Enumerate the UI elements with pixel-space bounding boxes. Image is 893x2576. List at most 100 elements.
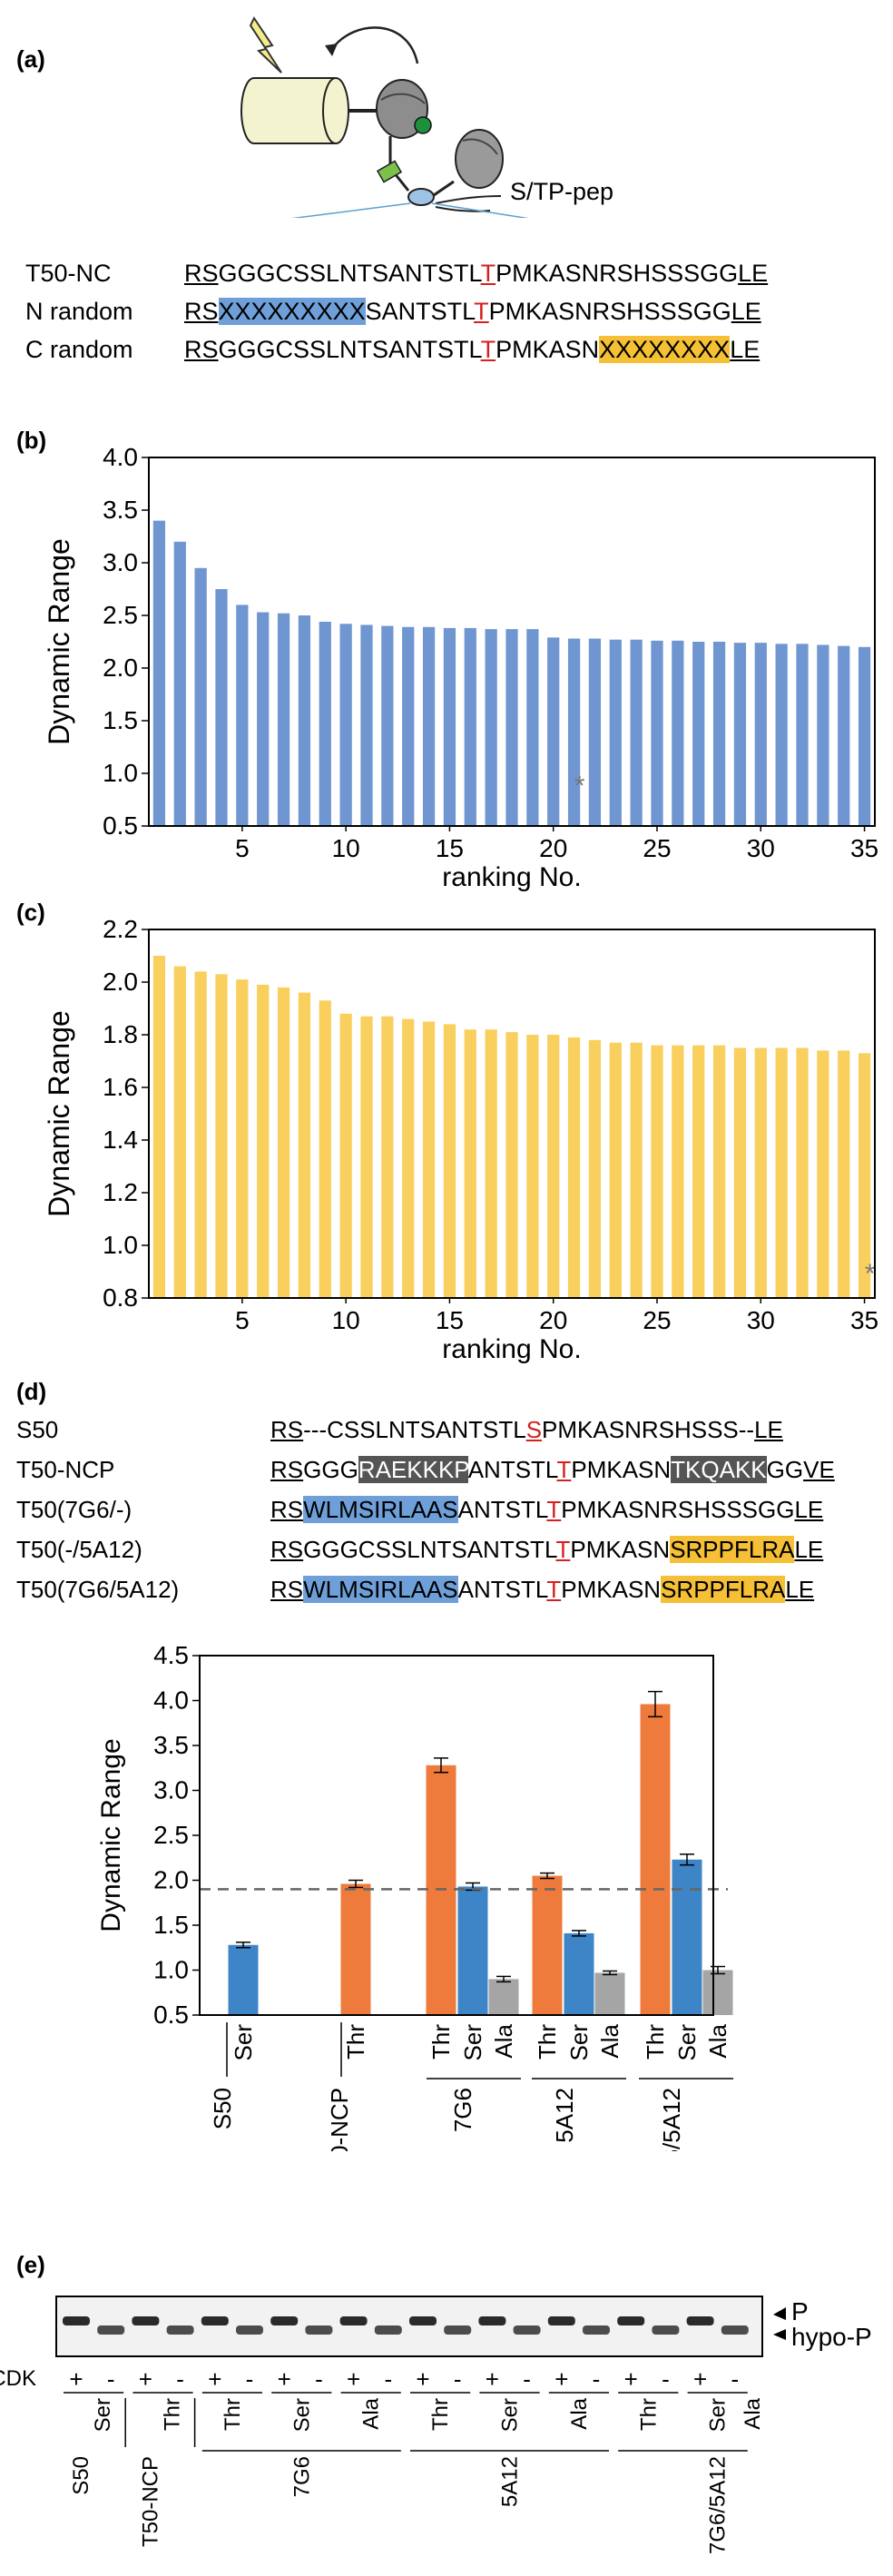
sequence-segment: WLMSIRLAAS — [303, 1576, 458, 1603]
bar — [547, 637, 560, 826]
cdk-lane-sign: + — [416, 2365, 429, 2393]
sequence-segment: PMKASN — [571, 1456, 672, 1483]
sequence-segment: PMKASNRSHSSS-- — [542, 1416, 755, 1443]
y-axis-label: Dynamic Range — [43, 1010, 75, 1217]
x-tick-label: 30 — [747, 1306, 775, 1334]
sequence-name: T50(7G6/5A12) — [16, 1576, 180, 1603]
bar — [630, 1042, 643, 1298]
plot-frame — [148, 457, 876, 827]
blot-band — [166, 2325, 194, 2335]
x-tick-label: 35 — [850, 834, 878, 862]
sequence-text: RS---CSSLNTSANTSTLSPMKASNRSHSSS--LE — [270, 1416, 783, 1444]
bar — [858, 646, 871, 826]
bar — [547, 1035, 560, 1298]
bar — [838, 1050, 850, 1298]
y-tick-label: 1.0 — [103, 1231, 138, 1259]
bar — [651, 1045, 663, 1298]
sequence-segment: TKQAKK — [671, 1456, 767, 1483]
y-tick-label: 1.0 — [103, 759, 138, 787]
x-residue-label: Ser — [459, 2024, 486, 2061]
x-tick-label: 15 — [436, 834, 464, 862]
y-tick-label: 2.5 — [153, 1821, 189, 1849]
sequence-segment: PMKASNRSHSSSGG — [561, 1496, 795, 1523]
bar — [775, 644, 788, 826]
x-tick-label: 20 — [539, 1306, 567, 1334]
panel-b-label: (b) — [16, 427, 47, 454]
blot-band — [652, 2325, 680, 2335]
blot-band — [270, 2316, 299, 2325]
bar — [567, 638, 581, 826]
sequence-name: S50 — [16, 1416, 59, 1443]
bar — [443, 1024, 456, 1298]
schematic-illustration — [240, 16, 529, 218]
sequence-name: C random — [25, 336, 133, 363]
blot-band — [132, 2316, 160, 2325]
sequence-segment: LE — [794, 1496, 824, 1523]
sequence-segment: RS — [270, 1536, 304, 1563]
bar — [532, 1875, 563, 2015]
x-group-label: 7G6/5A12 — [658, 2088, 685, 2151]
y-tick-label: 1.0 — [153, 1956, 189, 1984]
annotation-asterisk: * — [574, 772, 585, 801]
bar — [360, 624, 373, 826]
sequence-segment: ANTSTL — [467, 1456, 557, 1483]
panel-a-sequences: T50-NC RSGGGCSSLNTSANTSTLTPMKASNRSHSSSGGL… — [25, 260, 806, 378]
sequence-segment: RS — [184, 260, 219, 287]
cdk-lane-sign: + — [278, 2365, 291, 2393]
y-tick-label: 2.2 — [103, 917, 138, 943]
group-label: T50-NCP — [139, 2456, 163, 2547]
x-residue-label: Ser — [565, 2024, 593, 2061]
sequence-text: RSGGGCSSLNTSANTSTLTPMKASNRSHSSSGGLE — [184, 260, 768, 288]
bar — [858, 1053, 871, 1298]
bar — [319, 621, 331, 826]
blot-band — [201, 2316, 229, 2325]
bar — [630, 639, 643, 826]
y-axis-label: Dynamic Range — [96, 1738, 126, 1932]
panel-d-label: (d) — [16, 1378, 47, 1405]
western-blot: +-+-+-+-+-+-+-+-+-+-CDKPhypo-PSerThrThrS… — [0, 2296, 872, 2554]
sequence-name: T50(7G6/-) — [16, 1496, 132, 1523]
sequence-segment: T — [546, 1496, 562, 1523]
sequence-segment: SRPPFLRA — [661, 1576, 786, 1603]
sequence-segment: VE — [803, 1456, 835, 1483]
panel-e-label: (e) — [16, 2251, 45, 2278]
cdk-lane-sign: - — [662, 2365, 670, 2393]
cdk-lane-sign: - — [107, 2365, 115, 2393]
cdk-lane-sign: + — [624, 2365, 638, 2393]
sequence-segment: T — [480, 260, 496, 287]
bar — [817, 644, 829, 826]
y-tick-label: 1.4 — [103, 1126, 138, 1154]
residue-label: Thr — [161, 2398, 185, 2431]
bar — [173, 541, 186, 826]
cdk-label: CDK — [0, 2366, 36, 2391]
residue-label: Ala — [741, 2397, 765, 2429]
bar — [402, 1018, 415, 1298]
blot-band — [374, 2325, 402, 2335]
x-tick-label: 20 — [539, 834, 567, 862]
cdk-lane-sign: - — [593, 2365, 601, 2393]
lightning-icon — [249, 16, 282, 74]
plot-frame — [148, 929, 876, 1299]
y-tick-label: 4.0 — [153, 1686, 189, 1715]
cdk-lane-sign: - — [315, 2365, 323, 2393]
cdk-lane-sign: + — [693, 2365, 707, 2393]
arrow-icon — [773, 2329, 786, 2340]
blot-band — [547, 2316, 575, 2325]
bar — [796, 1047, 809, 1298]
cdk-lane-sign: + — [69, 2365, 83, 2393]
bar — [236, 605, 249, 826]
sequence-segment: LE — [754, 1416, 783, 1443]
x-tick-label: 10 — [332, 834, 360, 862]
sequence-segment: XXXXXXXX — [599, 336, 731, 363]
sequence-segment: GGGCSSLNTSANTSTL — [303, 1536, 556, 1563]
bar — [173, 966, 186, 1298]
bar — [702, 1970, 733, 2015]
sequence-segment: ANTSTL — [457, 1576, 547, 1603]
bar — [733, 1047, 747, 1298]
sequence-segment: T — [480, 336, 496, 363]
x-residue-label: Ser — [673, 2024, 701, 2061]
bar — [194, 567, 207, 826]
bar — [712, 1045, 726, 1298]
bar — [340, 1883, 371, 2015]
x-tick-label: 25 — [643, 1306, 671, 1334]
